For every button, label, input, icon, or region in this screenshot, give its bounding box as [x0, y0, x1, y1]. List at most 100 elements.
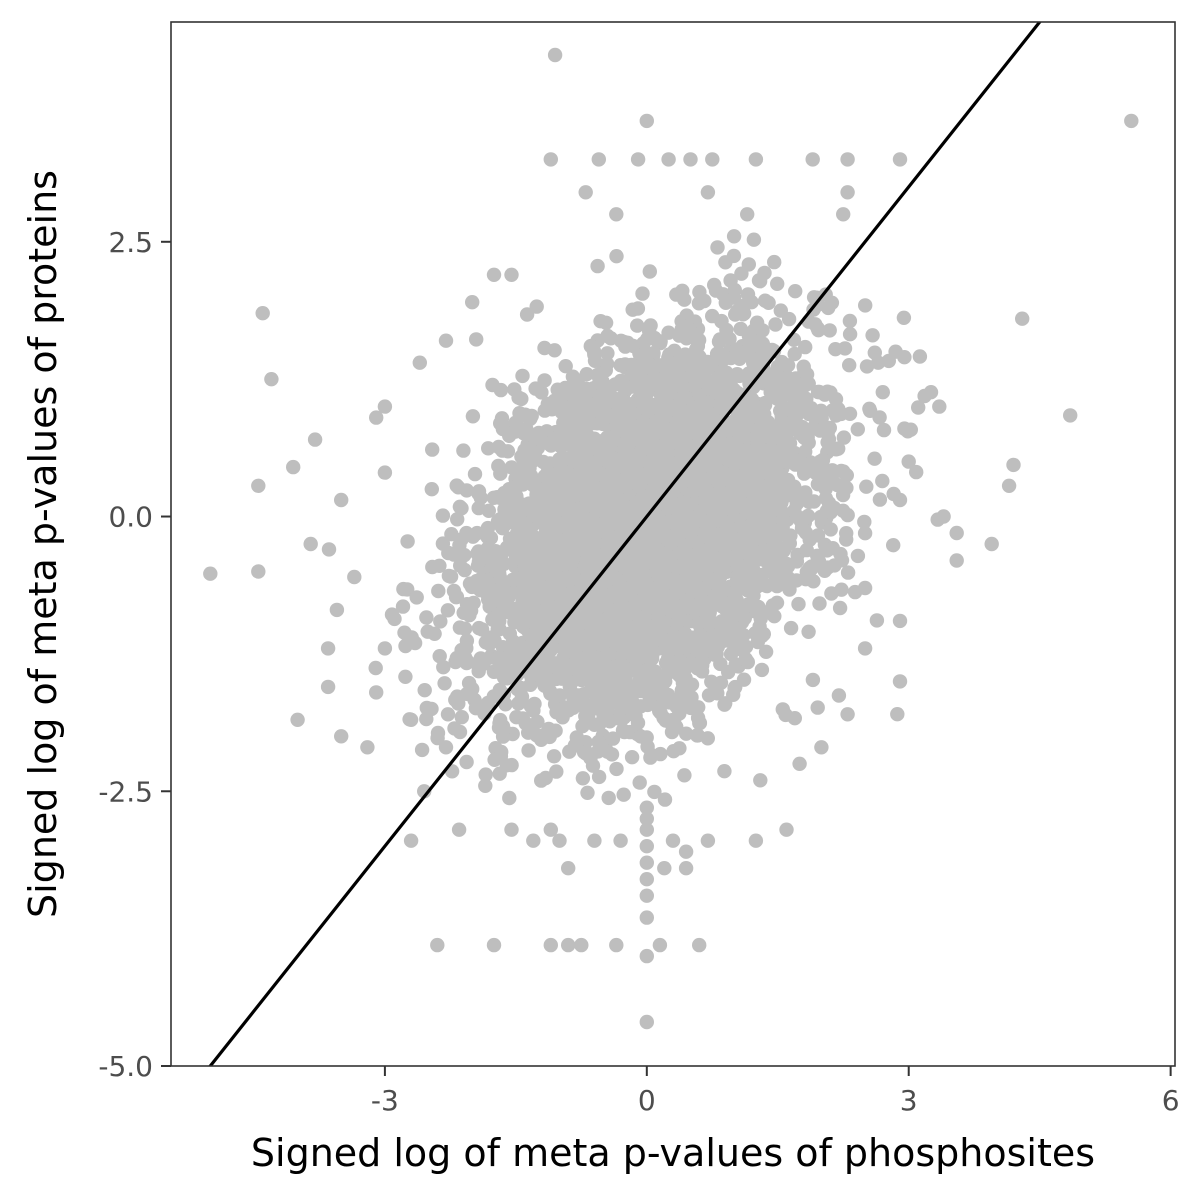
data-point — [504, 757, 519, 773]
data-point — [511, 666, 526, 681]
data-point — [682, 419, 697, 435]
data-point — [660, 486, 676, 501]
data-point — [461, 675, 477, 691]
data-point — [653, 334, 668, 349]
data-point — [691, 615, 706, 631]
data-point — [570, 503, 585, 519]
data-point — [485, 612, 500, 627]
data-point — [544, 509, 559, 524]
data-point — [740, 470, 755, 485]
data-point — [575, 488, 591, 503]
data-point — [822, 323, 837, 338]
data-point — [549, 688, 565, 703]
data-point — [667, 356, 682, 371]
data-point — [681, 580, 697, 595]
data-point — [726, 687, 741, 702]
data-point — [700, 395, 716, 410]
data-point — [836, 430, 852, 445]
data-point — [772, 565, 788, 581]
data-point — [459, 640, 474, 656]
data-point — [704, 674, 719, 689]
data-point — [601, 394, 616, 410]
data-point — [469, 525, 485, 541]
data-point — [839, 526, 854, 541]
data-point — [770, 384, 785, 399]
data-point — [618, 339, 633, 354]
data-point — [578, 709, 593, 724]
data-point — [506, 481, 522, 496]
data-point — [591, 769, 607, 785]
data-point — [723, 436, 739, 451]
data-point — [449, 589, 465, 605]
data-point — [911, 400, 926, 415]
data-point — [736, 573, 751, 589]
data-point — [615, 505, 630, 520]
data-point — [700, 376, 715, 391]
data-point — [787, 346, 802, 362]
data-point — [597, 516, 612, 531]
data-point — [457, 621, 473, 636]
data-point — [465, 409, 481, 424]
data-point — [701, 570, 716, 586]
data-point — [756, 349, 772, 364]
data-point — [502, 626, 517, 641]
data-point — [639, 386, 654, 401]
data-point — [734, 266, 749, 281]
data-point — [509, 602, 524, 618]
data-point — [535, 499, 550, 514]
data-point — [733, 519, 748, 534]
data-point — [751, 273, 767, 288]
data-point — [726, 465, 741, 481]
data-point — [487, 633, 502, 649]
data-point — [595, 570, 610, 585]
data-point — [781, 402, 796, 417]
data-point — [467, 466, 483, 482]
data-point — [590, 258, 605, 274]
data-point — [542, 729, 557, 745]
data-point — [640, 552, 655, 567]
data-point — [584, 565, 599, 580]
data-point — [859, 359, 875, 374]
data-point — [673, 700, 688, 716]
data-point — [566, 630, 581, 646]
data-point — [748, 442, 764, 457]
data-point — [670, 520, 686, 535]
data-point — [713, 552, 729, 568]
data-point — [862, 401, 877, 416]
data-point — [652, 358, 667, 373]
data-point — [797, 466, 812, 481]
data-point — [481, 441, 496, 456]
data-point — [834, 582, 849, 597]
data-point — [491, 720, 507, 735]
data-point — [400, 534, 415, 549]
data-point — [526, 508, 541, 523]
data-point — [799, 391, 814, 407]
data-point — [770, 276, 785, 291]
data-point — [497, 502, 512, 517]
data-point — [514, 497, 530, 512]
data-point — [746, 588, 761, 603]
data-point — [571, 688, 586, 703]
data-point — [575, 771, 591, 786]
data-point — [857, 526, 873, 541]
data-point — [740, 654, 755, 670]
points-layer — [203, 47, 1139, 1030]
data-point — [585, 698, 600, 713]
data-point — [820, 425, 835, 441]
data-point — [832, 600, 848, 616]
data-point — [321, 542, 337, 557]
data-point — [556, 415, 571, 431]
data-point — [395, 599, 411, 614]
data-point — [707, 504, 722, 519]
data-point — [642, 456, 657, 472]
data-point — [730, 367, 745, 382]
data-point — [527, 588, 542, 604]
data-point — [387, 611, 402, 627]
data-point — [825, 474, 840, 489]
data-point — [869, 613, 885, 628]
data-point — [550, 430, 565, 445]
data-point — [810, 548, 825, 563]
data-point — [537, 340, 552, 356]
data-point — [469, 332, 484, 347]
data-point — [511, 390, 526, 405]
